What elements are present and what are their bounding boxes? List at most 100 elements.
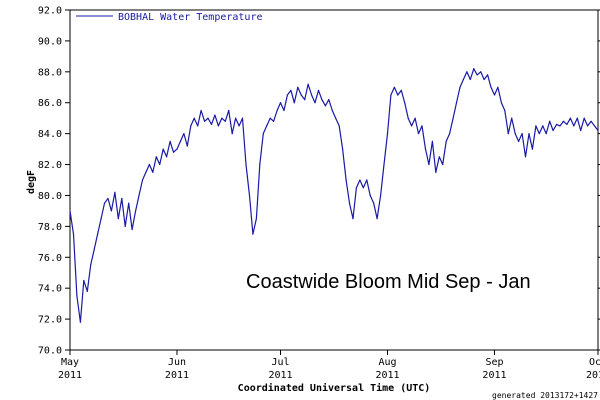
data-point xyxy=(183,133,185,135)
data-point xyxy=(386,133,389,135)
data-point xyxy=(117,218,119,220)
data-point xyxy=(362,187,364,189)
data-point xyxy=(335,117,337,119)
x-tick-year: 2011 xyxy=(586,370,600,381)
data-point xyxy=(531,148,534,150)
data-point xyxy=(449,133,451,135)
data-point xyxy=(172,151,175,153)
data-point xyxy=(414,117,416,119)
data-point xyxy=(435,171,437,173)
data-point xyxy=(359,179,361,181)
data-point xyxy=(593,125,596,127)
data-point xyxy=(369,194,371,197)
y-tick-label: 86.0 xyxy=(38,98,62,109)
data-point xyxy=(290,89,292,91)
data-point xyxy=(348,202,351,204)
data-point xyxy=(311,94,313,96)
data-point xyxy=(400,89,402,91)
data-point xyxy=(521,133,523,135)
data-point xyxy=(511,117,513,119)
data-point xyxy=(345,179,347,181)
x-tick-month: Aug xyxy=(378,357,396,368)
data-point xyxy=(528,133,530,135)
data-point xyxy=(459,86,461,88)
data-point xyxy=(221,117,223,119)
x-tick-month: May xyxy=(61,357,79,368)
data-point xyxy=(166,156,168,158)
data-point xyxy=(114,191,116,193)
data-point xyxy=(507,133,509,135)
y-tick-label: 74.0 xyxy=(38,284,62,295)
data-point xyxy=(518,140,520,142)
data-point xyxy=(217,125,219,127)
data-point xyxy=(411,125,413,127)
y-tick-label: 82.0 xyxy=(38,160,62,171)
data-point xyxy=(376,218,378,220)
data-point xyxy=(214,114,216,116)
data-point xyxy=(241,117,244,119)
data-point xyxy=(279,102,282,104)
data-point xyxy=(138,194,140,197)
data-point xyxy=(500,102,502,104)
x-tick-year: 2011 xyxy=(375,370,399,381)
x-tick-year: 2011 xyxy=(165,370,189,381)
data-point xyxy=(307,83,309,85)
data-point xyxy=(442,163,444,166)
data-point xyxy=(255,218,257,220)
data-point xyxy=(566,123,568,125)
data-point xyxy=(393,86,395,88)
x-tick-year: 2011 xyxy=(482,370,506,381)
data-point xyxy=(562,120,565,122)
data-point xyxy=(235,117,237,119)
data-point xyxy=(152,171,154,173)
data-point xyxy=(428,163,430,166)
data-point xyxy=(480,71,482,73)
y-tick-label: 72.0 xyxy=(38,315,62,326)
data-point xyxy=(69,210,71,212)
data-point xyxy=(155,156,157,158)
data-point xyxy=(186,145,188,147)
data-point xyxy=(103,202,106,204)
data-point xyxy=(245,163,247,166)
data-point xyxy=(131,228,133,231)
data-point xyxy=(469,78,471,81)
data-point xyxy=(587,125,589,127)
data-point xyxy=(314,102,316,104)
data-point xyxy=(462,78,464,81)
data-point xyxy=(128,202,130,204)
data-point xyxy=(466,71,468,73)
x-tick-month: Jun xyxy=(168,357,186,368)
data-point xyxy=(476,74,478,76)
plot-frame xyxy=(69,9,599,351)
data-point xyxy=(338,125,340,127)
data-point xyxy=(135,210,137,212)
data-point xyxy=(276,109,278,112)
data-point xyxy=(493,94,496,96)
data-point xyxy=(576,117,578,119)
y-tick-label: 80.0 xyxy=(38,191,62,202)
data-point xyxy=(300,94,302,96)
data-point xyxy=(483,78,485,81)
data-point xyxy=(79,321,81,323)
chart-annotation: Coastwide Bloom Mid Sep - Jan xyxy=(246,271,531,293)
x-tick-month: Sep xyxy=(485,357,503,368)
data-point xyxy=(404,102,406,104)
data-point xyxy=(352,218,354,220)
data-point xyxy=(145,171,147,173)
data-point xyxy=(545,133,547,135)
data-point xyxy=(231,133,233,135)
data-point xyxy=(169,140,171,142)
data-point xyxy=(162,148,164,150)
data-point xyxy=(559,125,561,127)
data-point xyxy=(417,133,420,135)
data-point xyxy=(148,163,150,166)
data-point xyxy=(549,120,551,122)
data-point xyxy=(455,102,458,104)
data-point xyxy=(259,163,261,166)
data-point xyxy=(304,99,306,101)
data-point xyxy=(380,194,382,197)
data-point xyxy=(252,233,254,235)
legend-label: BOBHAL Water Temperature xyxy=(118,12,263,23)
data-point xyxy=(269,117,271,119)
y-tick-label: 88.0 xyxy=(38,67,62,78)
